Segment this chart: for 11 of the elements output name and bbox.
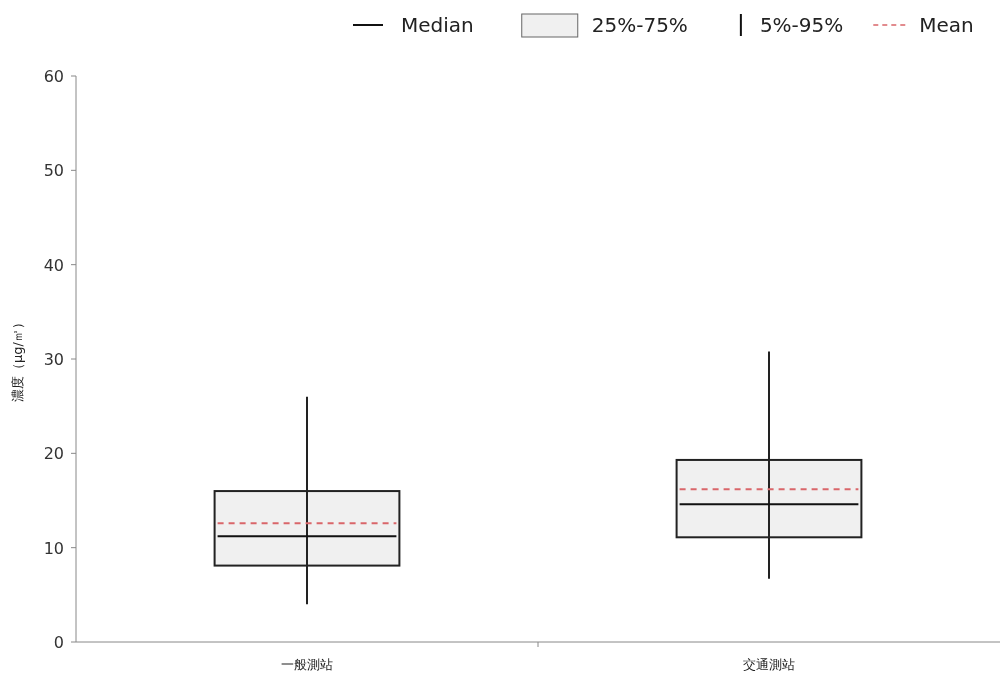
y-tick-label: 60 <box>43 67 64 86</box>
x-tick-label: 一般測站 <box>281 657 333 672</box>
y-tick-label: 20 <box>43 444 64 464</box>
x-tick-label: 交通測站 <box>743 657 795 672</box>
y-tick-label: 40 <box>43 255 64 275</box>
y-axis-title: 濃度（μg/㎥） <box>10 316 25 402</box>
legend: Median 25%-75% 5%-95% Mean <box>352 13 974 38</box>
y-tick-label: 10 <box>43 538 64 558</box>
y-tick-label: 0 <box>53 633 64 652</box>
y-tick-label: 30 <box>43 350 64 369</box>
y-tick-label: 50 <box>43 161 64 181</box>
